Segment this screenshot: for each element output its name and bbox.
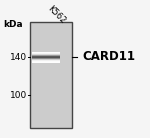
Bar bbox=[32, 58, 60, 59]
Bar bbox=[32, 56, 60, 57]
Bar bbox=[32, 52, 60, 53]
Bar bbox=[32, 57, 60, 58]
Bar bbox=[32, 54, 60, 55]
Bar bbox=[32, 55, 60, 56]
Bar bbox=[32, 52, 60, 53]
Bar bbox=[32, 52, 60, 53]
Text: kDa: kDa bbox=[3, 20, 23, 29]
Bar bbox=[32, 59, 60, 60]
Bar bbox=[32, 61, 60, 62]
Bar bbox=[32, 57, 60, 58]
Bar bbox=[32, 62, 60, 63]
Bar bbox=[32, 56, 60, 57]
Bar bbox=[32, 53, 60, 54]
Bar bbox=[32, 59, 60, 60]
Bar bbox=[32, 55, 60, 56]
Bar bbox=[32, 54, 60, 55]
Text: CARD11: CARD11 bbox=[82, 51, 135, 63]
Bar bbox=[32, 54, 60, 55]
Bar bbox=[32, 58, 60, 59]
Bar bbox=[32, 59, 60, 60]
Bar bbox=[32, 53, 60, 54]
Bar bbox=[32, 61, 60, 62]
Bar bbox=[32, 60, 60, 61]
Bar bbox=[32, 60, 60, 61]
Bar bbox=[32, 61, 60, 62]
Text: 100: 100 bbox=[10, 91, 27, 99]
Bar bbox=[32, 53, 60, 54]
Bar bbox=[32, 57, 60, 58]
Bar bbox=[32, 60, 60, 61]
Text: K562: K562 bbox=[45, 4, 67, 26]
Bar bbox=[30, 22, 72, 128]
Bar bbox=[32, 58, 60, 59]
Bar bbox=[32, 56, 60, 57]
Bar bbox=[32, 55, 60, 56]
Text: 140: 140 bbox=[10, 52, 27, 62]
